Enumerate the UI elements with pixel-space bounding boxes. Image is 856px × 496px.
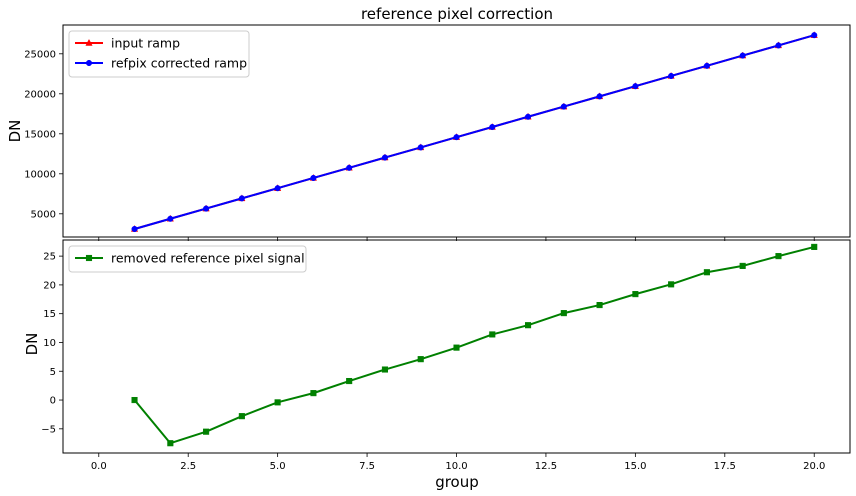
data-point xyxy=(381,366,389,373)
x-tick-label: 2.5 xyxy=(180,461,196,472)
series-line xyxy=(133,245,815,445)
data-point xyxy=(739,52,746,59)
data-point xyxy=(560,103,567,110)
data-point xyxy=(131,225,138,233)
data-point xyxy=(167,440,174,447)
top-panel-legend: input ramp refpix corrected ramp xyxy=(68,30,250,78)
legend-box xyxy=(68,30,250,78)
data-point xyxy=(381,154,389,161)
legend-marker xyxy=(85,254,93,262)
x-tick-label: 7.5 xyxy=(359,461,375,472)
data-point xyxy=(167,215,174,222)
data-point xyxy=(811,32,818,39)
top-panel-frame xyxy=(62,24,851,238)
data-point xyxy=(417,144,424,151)
bottom-panel-ticks: 0.0 2.5 5.0 7.5 10.0 12.5 15.0 17.5 20.0 −5 0 5 10 15… xyxy=(41,252,825,472)
bottom-panel: 0.0 2.5 5.0 7.5 10.0 12.5 15.0 17.5 20.0 −5 0 5 10 15… xyxy=(23,239,851,491)
data-point xyxy=(489,331,496,338)
y-tick-label: 10000 xyxy=(24,169,56,180)
bottom-panel-y-axis-label: DN xyxy=(23,333,41,356)
y-tick-label: 15 xyxy=(43,309,56,320)
data-point xyxy=(596,302,603,309)
data-point xyxy=(238,195,245,202)
x-tick-label: 10.0 xyxy=(445,461,467,472)
x-tick-label: 0.0 xyxy=(91,461,107,472)
y-tick-label: 25000 xyxy=(24,49,56,60)
y-tick-label: 10 xyxy=(43,338,56,349)
x-tick-label: 12.5 xyxy=(535,461,557,472)
data-point xyxy=(811,243,818,250)
legend-box xyxy=(68,245,307,273)
legend-marker xyxy=(85,59,93,67)
data-point xyxy=(775,42,782,49)
y-tick-label: −5 xyxy=(41,424,56,435)
data-point xyxy=(417,356,424,363)
x-tick-label: 20.0 xyxy=(803,461,825,472)
x-tick-label: 17.5 xyxy=(714,461,736,472)
data-point xyxy=(739,262,746,269)
data-point xyxy=(310,174,317,182)
data-point xyxy=(203,428,210,435)
legend-label: input ramp xyxy=(111,36,180,51)
y-tick-label: 25 xyxy=(43,252,56,263)
y-tick-label: 20 xyxy=(43,280,56,291)
data-point xyxy=(131,396,138,404)
data-point xyxy=(274,185,281,192)
bottom-panel-frame xyxy=(62,239,851,454)
data-point xyxy=(632,83,639,90)
y-tick-label: 15000 xyxy=(24,129,56,140)
x-tick-label: 15.0 xyxy=(624,461,646,472)
top-panel-series xyxy=(130,31,818,233)
series-refpix-corrected-ramp xyxy=(131,32,818,233)
top-panel-title: reference pixel correction xyxy=(361,5,553,23)
x-tick-label: 5.0 xyxy=(270,461,286,472)
data-point xyxy=(596,93,603,100)
y-tick-label: 20000 xyxy=(24,89,56,100)
bottom-panel-series xyxy=(131,243,818,447)
data-point xyxy=(274,399,281,406)
legend-marker xyxy=(85,38,93,46)
data-point xyxy=(453,134,460,141)
legend-entry: removed reference pixel signal xyxy=(75,251,305,266)
data-point xyxy=(775,253,782,260)
data-point xyxy=(560,310,567,317)
data-point xyxy=(668,281,675,288)
legend-label: removed reference pixel signal xyxy=(111,251,305,266)
series-removed-reference-pixel-signal xyxy=(131,243,818,447)
data-point xyxy=(668,72,675,80)
data-point xyxy=(703,62,710,69)
top-panel: reference pixel correction 5000 10000 1500… xyxy=(6,5,851,241)
data-point xyxy=(489,123,496,131)
data-point xyxy=(524,113,532,120)
y-tick-label: 5000 xyxy=(31,209,56,220)
bottom-panel-legend: removed reference pixel signal xyxy=(68,245,307,273)
data-point xyxy=(346,164,353,171)
y-tick-label: 5 xyxy=(50,367,56,378)
legend-entry: input ramp xyxy=(75,36,180,51)
data-point xyxy=(346,377,353,385)
series-line xyxy=(134,34,815,230)
data-point xyxy=(238,413,245,420)
data-point xyxy=(632,291,639,298)
top-panel-y-axis-label: DN xyxy=(6,120,24,143)
data-point xyxy=(203,205,210,212)
legend-label: refpix corrected ramp xyxy=(111,56,247,71)
legend-entry: refpix corrected ramp xyxy=(75,56,247,71)
bottom-panel-x-axis-label: group xyxy=(435,473,479,491)
data-point xyxy=(310,390,317,397)
data-point xyxy=(453,344,460,351)
data-point xyxy=(703,269,710,276)
y-tick-label: 0 xyxy=(50,396,56,407)
data-point xyxy=(524,322,532,329)
